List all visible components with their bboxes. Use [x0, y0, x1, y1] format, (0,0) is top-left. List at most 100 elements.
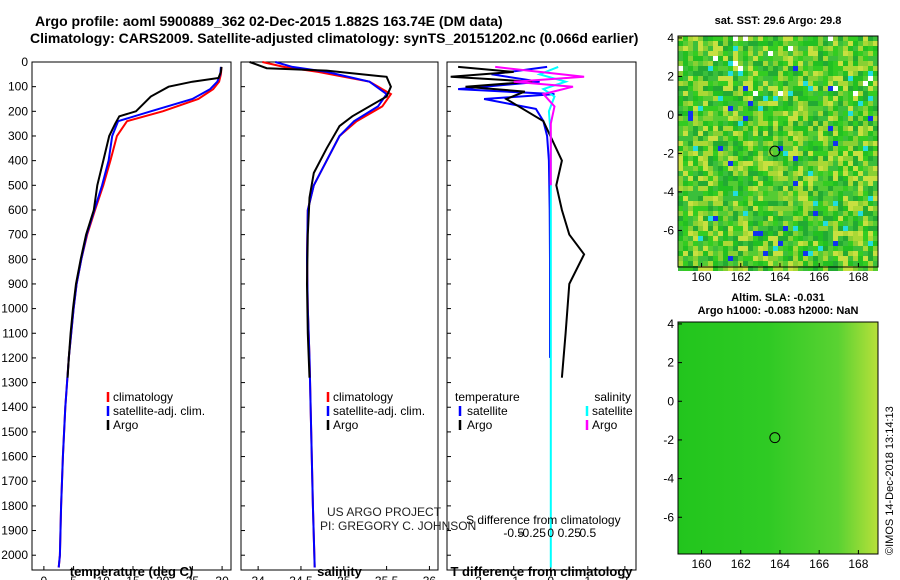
sst-map-cell [783, 36, 788, 41]
sst-map-cell [733, 66, 738, 71]
sst-map-cell [728, 71, 733, 76]
sst-map-cell [848, 186, 853, 191]
sst-map-cell [803, 236, 808, 241]
sst-map-cell [833, 106, 838, 111]
sst-map-cell [838, 236, 843, 241]
sst-map-cell [818, 66, 823, 71]
sst-map-cell [723, 241, 728, 246]
sst-map-cell [863, 246, 868, 251]
sst-map-cell [723, 76, 728, 81]
sst-map-cell [823, 241, 828, 246]
sst-map-cell [783, 86, 788, 91]
sst-map-cell [838, 106, 843, 111]
sst-map-cell [828, 51, 833, 56]
sst-map-cell [728, 266, 733, 271]
sst-map-cell [733, 146, 738, 151]
sst-map-cell [838, 191, 843, 196]
sst-map-cell [808, 226, 813, 231]
sst-map-cell [713, 246, 718, 251]
difference-x-tick-label: -1 [508, 574, 519, 580]
sst-map-cell [708, 146, 713, 151]
sst-map-cell [678, 196, 683, 201]
sst-map-cell [818, 71, 823, 76]
sst-map-cell [753, 231, 758, 236]
sst-map-cell [733, 211, 738, 216]
sst-map-cell [693, 261, 698, 266]
sst-map-cell [688, 36, 693, 41]
sst-map-cell [828, 96, 833, 101]
sst-map-cell [718, 246, 723, 251]
sst-map-cell [693, 86, 698, 91]
sst-map-cell [793, 101, 798, 106]
sst-map-cell [708, 251, 713, 256]
sst-map-cell [778, 181, 783, 186]
sst-map-cell [688, 226, 693, 231]
sst-map-cell [743, 46, 748, 51]
sst-map-cell [838, 91, 843, 96]
sst-map-cell [723, 91, 728, 96]
sst-map-cell [803, 121, 808, 126]
sst-map-cell [808, 156, 813, 161]
sst-map-cell [678, 241, 683, 246]
sst-map-cell [798, 56, 803, 61]
sst-map-cell [823, 256, 828, 261]
sst-map-cell [738, 166, 743, 171]
sst-map-cell [813, 186, 818, 191]
sst-map-cell [853, 146, 858, 151]
sst-map-cell [818, 211, 823, 216]
sst-map-cell [823, 76, 828, 81]
sst-map-cell [758, 161, 763, 166]
sst-map-cell [793, 196, 798, 201]
sst-map-cell [763, 101, 768, 106]
sst-map-cell [823, 86, 828, 91]
sst-map-cell [678, 156, 683, 161]
sst-map-cell [783, 236, 788, 241]
sst-map-cell [763, 131, 768, 136]
sst-map-cell [743, 236, 748, 241]
sst-map-cell [708, 36, 713, 41]
sst-map-cell [763, 191, 768, 196]
sst-map-cell [768, 166, 773, 171]
sst-map-cell [733, 36, 738, 41]
sst-map-cell [778, 176, 783, 181]
sst-map-cell [713, 136, 718, 141]
sst-map-lat-tick-label: -4 [663, 185, 674, 199]
sst-map-cell [698, 261, 703, 266]
sst-map-cell [773, 211, 778, 216]
sst-map-cell [813, 51, 818, 56]
sst-map-cell [873, 116, 878, 121]
sst-map-cell [868, 66, 873, 71]
sst-map-cell [853, 136, 858, 141]
sst-map-cell [808, 56, 813, 61]
sst-map-cell [773, 111, 778, 116]
sst-map-cell [853, 131, 858, 136]
sst-map-cell [738, 266, 743, 271]
sst-map-cell [723, 81, 728, 86]
sst-map-cell [838, 66, 843, 71]
sst-map-cell [813, 76, 818, 81]
sla-map [677, 321, 879, 555]
sst-map-cell [718, 156, 723, 161]
sst-map-cell [743, 221, 748, 226]
sst-map-cell [698, 216, 703, 221]
sst-map-cell [818, 126, 823, 131]
sst-map-cell [813, 141, 818, 146]
sst-map-cell [823, 36, 828, 41]
sst-map-cell [713, 141, 718, 146]
sst-map-cell [818, 86, 823, 91]
sst-map-cell [808, 231, 813, 236]
sst-map-cell [873, 261, 878, 266]
sst-map-cell [873, 61, 878, 66]
sst-map-cell [828, 136, 833, 141]
sst-map-cell [763, 236, 768, 241]
sst-map-cell [728, 176, 733, 181]
sst-map-cell [863, 221, 868, 226]
sst-map-cell [803, 246, 808, 251]
sst-map-cell [738, 241, 743, 246]
sst-map-cell [738, 156, 743, 161]
sst-map-cell [708, 206, 713, 211]
sst-map-cell [793, 91, 798, 96]
sst-map-cell [848, 141, 853, 146]
sst-map-cell [863, 61, 868, 66]
sst-map-cell [783, 116, 788, 121]
